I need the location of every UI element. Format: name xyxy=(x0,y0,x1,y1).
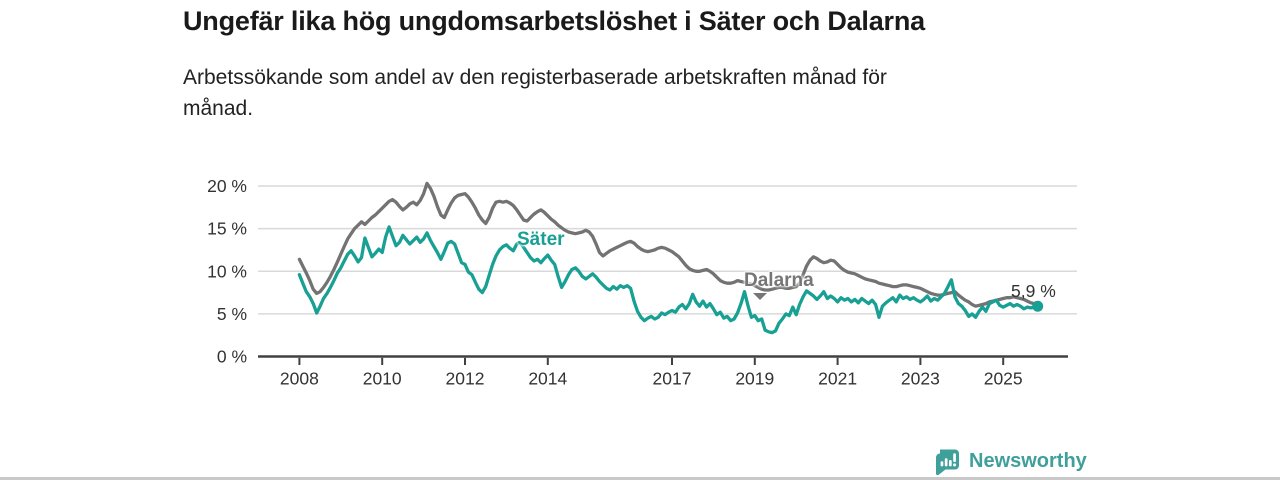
y-axis-tick-label: 10 % xyxy=(207,261,247,281)
x-axis-tick-label: 2010 xyxy=(363,369,402,389)
y-axis-tick-label: 0 % xyxy=(217,347,247,367)
latest-value-label: 5,9 % xyxy=(1011,281,1056,301)
y-axis-tick-label: 20 % xyxy=(207,176,247,196)
chevron-down-icon xyxy=(753,293,767,300)
subtitle-line-2: månad. xyxy=(183,97,254,120)
x-axis-tick-label: 2014 xyxy=(528,369,567,389)
x-axis-tick-label: 2008 xyxy=(280,369,319,389)
x-axis-tick-label: 2021 xyxy=(818,369,857,389)
series-line-säter xyxy=(297,225,1040,335)
x-axis-tick-label: 2025 xyxy=(984,369,1023,389)
brand-name: Newsworthy xyxy=(969,450,1087,472)
subtitle-line-1: Arbetssökande som andel av den registerb… xyxy=(183,66,887,89)
page-title: Ungefär lika hög ungdomsarbetslöshet i S… xyxy=(183,6,925,36)
chart-subtitle: Arbetssökande som andel av den registerb… xyxy=(183,62,887,124)
y-axis-tick-label: 15 % xyxy=(207,219,247,239)
x-axis-tick-label: 2023 xyxy=(901,369,940,389)
brand-footer: Newsworthy xyxy=(934,448,1087,475)
series-label-dalarna-text: Dalarna xyxy=(744,270,814,291)
x-axis-tick-label: 2017 xyxy=(653,369,692,389)
series-label-dalarna: Dalarna xyxy=(744,270,814,300)
x-axis-tick-label: 2019 xyxy=(735,369,774,389)
x-axis-tick-label: 2012 xyxy=(446,369,485,389)
series-label-sater: Säter xyxy=(517,229,565,250)
newsworthy-logo-icon xyxy=(936,449,959,475)
series-line-dalarna xyxy=(297,181,1040,308)
latest-value-dot xyxy=(1032,300,1044,312)
bottom-divider xyxy=(0,477,1280,480)
y-axis-tick-label: 5 % xyxy=(217,304,247,324)
